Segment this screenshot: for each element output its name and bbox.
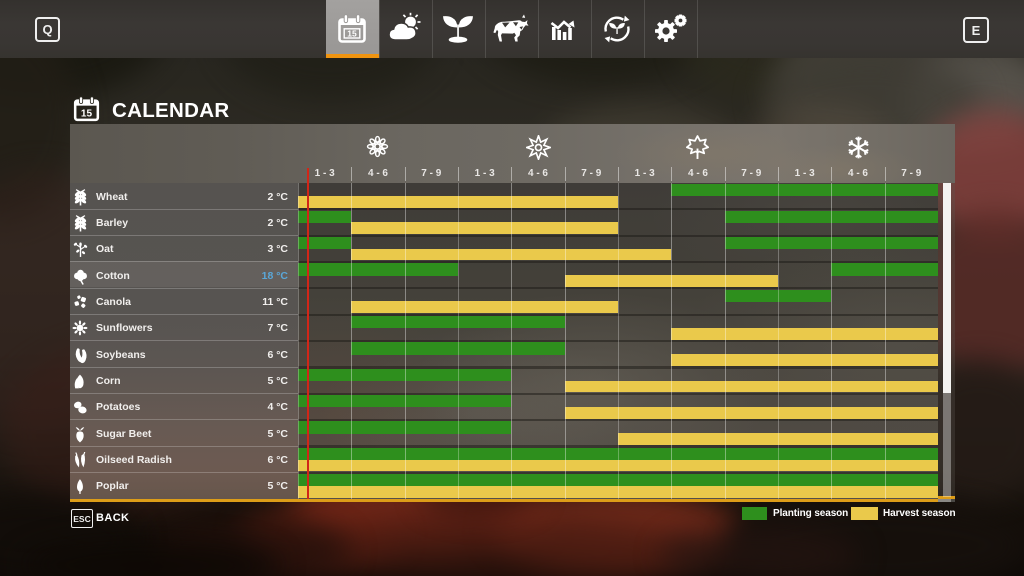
- svg-text:15: 15: [81, 109, 93, 120]
- svg-text:15: 15: [347, 28, 357, 38]
